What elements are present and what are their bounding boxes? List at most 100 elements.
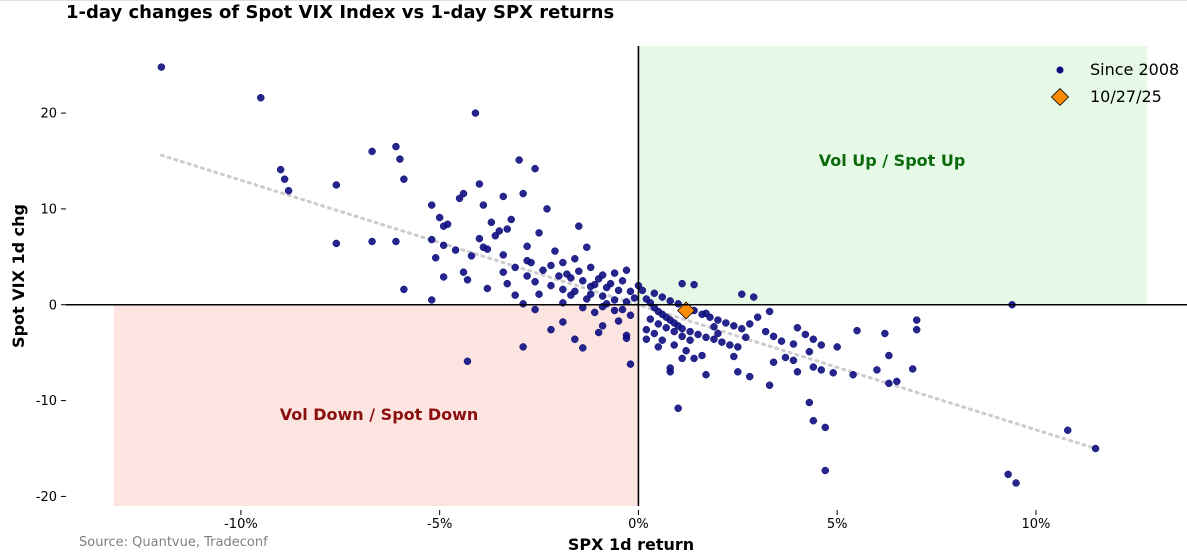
y-tick-label: 20 xyxy=(40,107,57,122)
data-point xyxy=(435,213,444,222)
data-point xyxy=(817,341,826,349)
data-point xyxy=(483,284,492,293)
data-point xyxy=(547,325,555,334)
data-point xyxy=(678,332,686,341)
data-point xyxy=(614,286,623,295)
region-vol-down-spot-down xyxy=(113,304,639,506)
data-point xyxy=(674,404,682,412)
data-point xyxy=(284,186,293,195)
data-point xyxy=(547,281,555,290)
data-point xyxy=(809,335,818,343)
data-point xyxy=(511,291,519,299)
data-point xyxy=(630,294,639,302)
data-point xyxy=(734,343,742,351)
data-point xyxy=(400,175,408,183)
data-point xyxy=(471,109,480,117)
x-tick-label: -5% xyxy=(427,517,452,532)
data-point xyxy=(809,363,818,371)
data-point xyxy=(674,300,682,308)
legend-label-10-27-25: 10/27/25 xyxy=(1090,87,1162,106)
data-point xyxy=(523,242,531,251)
data-point xyxy=(745,320,754,328)
data-point xyxy=(710,323,718,331)
data-point xyxy=(873,366,881,374)
data-point xyxy=(853,326,861,335)
data-point xyxy=(885,379,893,388)
data-point xyxy=(654,343,663,351)
legend: Since 2008 10/27/25 xyxy=(1050,60,1179,107)
legend-marker-10-27-25 xyxy=(1050,87,1070,107)
top-border xyxy=(0,0,1187,1)
data-point xyxy=(582,243,591,251)
data-point xyxy=(519,343,527,351)
tick-labels: -10% -5% 0% 5% 10% -20 -10 0 10 20 xyxy=(36,107,1051,532)
axes-group xyxy=(66,46,1187,506)
data-point xyxy=(789,356,798,365)
data-point xyxy=(686,336,694,344)
data-point xyxy=(519,189,527,198)
data-point xyxy=(467,252,476,260)
data-point xyxy=(654,320,663,328)
data-point xyxy=(769,332,778,341)
data-point xyxy=(439,222,448,230)
x-tick-label: -10% xyxy=(224,517,258,532)
data-point xyxy=(789,340,798,348)
data-point xyxy=(559,285,567,294)
source-note: Source: Quantvue, Tradeconf xyxy=(79,535,268,550)
data-point xyxy=(738,324,746,333)
y-tick-label: 0 xyxy=(49,298,57,313)
data-point xyxy=(821,466,830,475)
data-point xyxy=(439,241,448,250)
data-point xyxy=(606,279,615,288)
data-point xyxy=(451,246,460,254)
data-point xyxy=(463,276,472,284)
region-vol-up-spot-up xyxy=(638,46,1148,305)
data-point xyxy=(495,227,504,235)
data-point xyxy=(805,347,814,356)
data-point xyxy=(809,416,818,425)
data-point xyxy=(431,254,440,262)
y-tick-label: -20 xyxy=(36,490,57,505)
data-point xyxy=(622,331,631,340)
data-point xyxy=(682,347,690,355)
data-point xyxy=(749,293,758,301)
data-point xyxy=(511,263,519,272)
data-point xyxy=(769,358,778,366)
data-point xyxy=(666,297,674,305)
data-point xyxy=(499,192,508,201)
data-point xyxy=(626,311,635,320)
data-point xyxy=(427,296,436,304)
vol-up-spot-up-label: Vol Up / Spot Up xyxy=(819,151,966,170)
data-point xyxy=(670,341,678,349)
data-point xyxy=(483,245,492,253)
data-point xyxy=(734,368,742,376)
data-point xyxy=(332,239,341,248)
data-point xyxy=(722,319,730,327)
y-tick-label: -10 xyxy=(36,394,57,409)
data-point xyxy=(276,165,285,174)
data-point xyxy=(531,164,539,173)
data-point xyxy=(1063,426,1072,435)
data-point xyxy=(602,300,611,308)
data-point xyxy=(543,205,551,213)
data-point xyxy=(579,277,587,285)
data-point xyxy=(745,372,754,381)
data-point xyxy=(753,313,762,321)
data-point xyxy=(519,300,527,308)
data-point xyxy=(777,337,786,345)
data-point xyxy=(503,279,511,288)
data-point xyxy=(157,63,166,71)
data-point xyxy=(598,271,607,279)
data-point xyxy=(459,189,468,198)
data-point xyxy=(702,309,710,318)
data-point xyxy=(678,354,686,363)
data-point xyxy=(610,296,619,304)
data-point xyxy=(694,330,702,339)
data-point xyxy=(726,341,734,349)
data-point xyxy=(598,292,607,300)
data-point xyxy=(626,360,635,368)
data-point xyxy=(547,261,555,270)
data-point xyxy=(1004,470,1012,479)
data-point xyxy=(563,270,571,278)
